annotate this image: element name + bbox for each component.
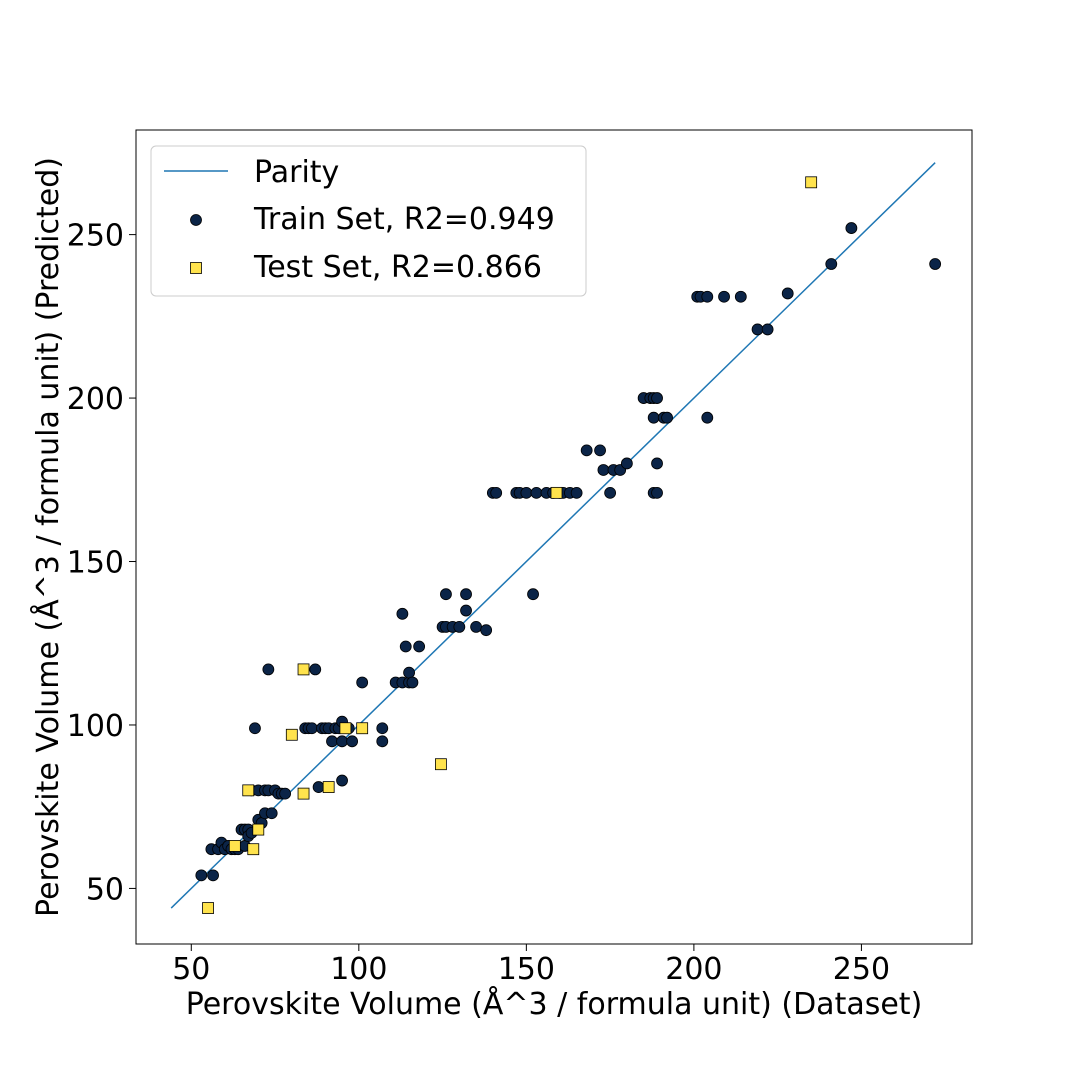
train-point xyxy=(761,323,774,336)
test-point xyxy=(322,781,335,793)
y-tick-label: 150 xyxy=(67,546,124,581)
train-point xyxy=(399,640,412,653)
y-tick-label: 200 xyxy=(67,382,124,417)
x-axis: 50 100 150 200 250 xyxy=(172,944,890,987)
train-point xyxy=(825,258,838,270)
test-point xyxy=(356,722,369,735)
train-point xyxy=(594,444,606,457)
y-axis: 50 100 150 200 250 xyxy=(67,219,136,907)
train-point xyxy=(406,676,419,689)
train-point xyxy=(661,411,673,424)
train-point xyxy=(453,620,466,633)
train-point xyxy=(336,735,348,748)
train-point xyxy=(195,869,208,882)
train-point xyxy=(346,735,359,748)
train-point xyxy=(734,290,747,303)
train-point xyxy=(265,807,278,820)
legend-test-label: Test Set, R2=0.866 xyxy=(253,250,542,285)
train-point xyxy=(781,287,794,300)
test-point xyxy=(550,486,563,499)
train-point xyxy=(570,486,583,499)
legend-test-marker xyxy=(190,262,202,274)
train-point xyxy=(527,588,539,601)
train-point xyxy=(701,411,714,424)
x-axis-label: Perovskite Volume (Å^3 / formula unit) (… xyxy=(186,986,923,1022)
test-point xyxy=(247,843,260,856)
train-point xyxy=(647,411,660,424)
x-tick-label: 250 xyxy=(833,952,890,987)
train-point xyxy=(651,486,663,499)
train-point xyxy=(718,290,730,303)
train-point xyxy=(651,457,663,470)
train-point xyxy=(470,620,482,633)
train-point xyxy=(207,869,219,882)
test-point xyxy=(805,176,818,189)
test-point xyxy=(339,722,352,735)
train-point xyxy=(929,258,942,270)
train-point xyxy=(413,640,426,653)
train-point xyxy=(249,722,261,735)
x-tick-label: 200 xyxy=(665,952,722,987)
test-point xyxy=(297,787,310,800)
legend-box xyxy=(150,145,587,297)
train-point xyxy=(312,781,325,793)
train-point xyxy=(651,392,663,404)
train-point xyxy=(336,774,348,787)
test-series xyxy=(202,176,818,914)
train-point xyxy=(480,624,493,637)
parity-line xyxy=(170,162,936,909)
train-point xyxy=(279,787,292,800)
train-point xyxy=(580,444,593,457)
train-point xyxy=(356,676,369,689)
train-point xyxy=(309,663,322,676)
legend: Parity Train Set, R2=0.949 Test Set, R2=… xyxy=(150,145,587,297)
test-point xyxy=(297,663,310,676)
x-tick-label: 100 xyxy=(330,952,387,987)
test-point xyxy=(285,728,298,741)
train-point xyxy=(597,464,610,476)
legend-parity-label: Parity xyxy=(254,155,339,190)
train-point xyxy=(604,486,617,499)
y-axis-label: Perovskite Volume (Å^3 / formula unit) (… xyxy=(30,157,66,917)
train-point xyxy=(326,735,338,748)
train-point xyxy=(530,486,543,499)
train-point xyxy=(460,588,472,601)
train-point xyxy=(701,290,714,303)
x-tick-label: 150 xyxy=(498,952,555,987)
train-point xyxy=(440,588,452,601)
test-point xyxy=(242,784,255,797)
parity-layer xyxy=(170,162,936,909)
train-point xyxy=(460,604,472,617)
test-point xyxy=(252,823,265,836)
y-tick-label: 250 xyxy=(67,219,124,254)
x-tick-label: 50 xyxy=(172,952,210,987)
test-point xyxy=(202,902,214,914)
train-point xyxy=(751,323,764,336)
train-point xyxy=(306,722,318,735)
train-point xyxy=(520,486,533,499)
points-layer xyxy=(195,176,942,914)
legend-train-label: Train Set, R2=0.949 xyxy=(253,202,555,237)
train-point xyxy=(620,457,633,470)
train-point xyxy=(262,663,275,676)
test-point xyxy=(435,758,447,771)
train-point xyxy=(396,607,409,620)
train-point xyxy=(490,486,503,499)
train-point xyxy=(376,735,389,748)
test-point xyxy=(228,840,241,852)
train-point xyxy=(845,222,858,234)
y-tick-label: 100 xyxy=(67,709,124,744)
train-point xyxy=(403,666,415,679)
train-point xyxy=(376,722,389,735)
legend-train-marker xyxy=(190,214,202,226)
y-tick-label: 50 xyxy=(86,872,124,907)
